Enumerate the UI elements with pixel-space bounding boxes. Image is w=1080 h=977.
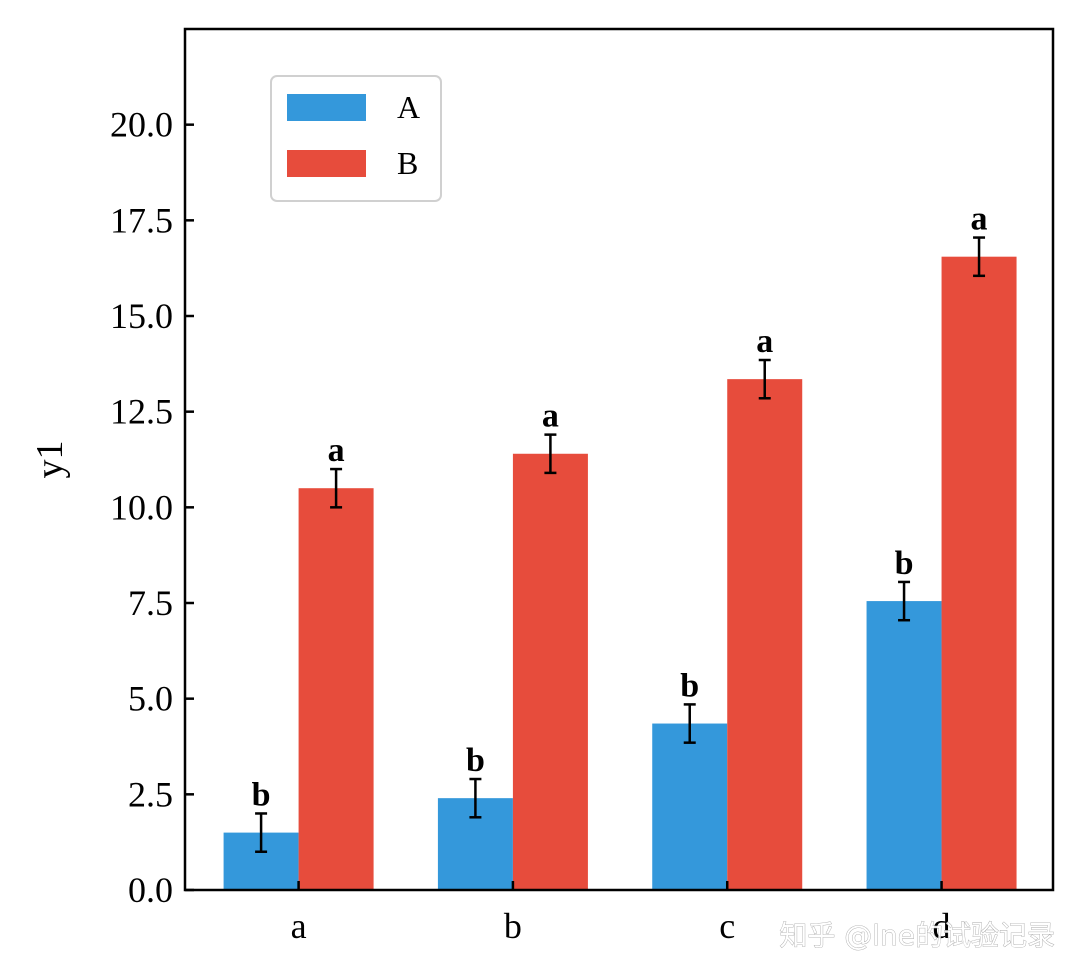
y-tick-label: 7.5 <box>128 583 173 623</box>
error-bar-B-c <box>758 358 771 400</box>
error-bar-B-a <box>330 467 343 509</box>
error-bar-B-d <box>973 236 986 278</box>
sig-letter-B-b: a <box>542 398 559 435</box>
sig-letter-B-c: a <box>756 323 773 360</box>
legend-label-B: B <box>397 145 418 181</box>
bar-B-b <box>512 453 588 890</box>
error-bar-A-c <box>683 703 696 744</box>
bar-B-c <box>727 379 803 890</box>
y-tick-label: 20.0 <box>110 105 173 145</box>
bar-B-a <box>298 488 374 890</box>
x-tick-label-c: c <box>719 906 735 946</box>
legend-swatch-A <box>287 94 366 121</box>
bar-A-c <box>652 723 728 890</box>
y-tick-label: 0.0 <box>128 870 173 910</box>
error-bars-layer <box>255 236 986 853</box>
bar-B-d <box>941 256 1017 891</box>
y-tick-label: 5.0 <box>128 679 173 719</box>
error-bar-A-d <box>898 580 911 622</box>
watermark: 知乎 @lne的试验记录 <box>779 919 1055 952</box>
x-axis-ticks: a b c d <box>291 881 951 946</box>
sig-letter-A-a: b <box>252 776 271 813</box>
y-tick-label: 15.0 <box>110 296 173 336</box>
sig-letter-A-d: b <box>895 545 914 582</box>
legend-label-A: A <box>397 89 420 125</box>
sig-letter-A-c: b <box>680 667 699 704</box>
sig-letter-A-b: b <box>466 742 485 779</box>
plot-frame <box>183 27 1055 892</box>
error-bar-A-b <box>469 777 482 819</box>
y-axis-label: y1 <box>29 441 71 479</box>
y-tick-label: 10.0 <box>110 487 173 527</box>
bar-A-d <box>866 601 942 890</box>
legend-swatch-B <box>287 150 366 177</box>
x-tick-label-d: d <box>933 906 951 946</box>
sig-letter-B-d: a <box>971 201 988 238</box>
bars-layer <box>223 256 1017 891</box>
x-tick-label-a: a <box>291 906 307 946</box>
sig-letter-B-a: a <box>328 432 345 469</box>
x-tick-label-b: b <box>504 906 522 946</box>
significance-letters-layer: b a b a b a b a <box>252 201 988 814</box>
y-tick-label: 17.5 <box>110 200 173 240</box>
y-tick-label: 12.5 <box>110 392 173 432</box>
error-bar-B-b <box>544 433 557 475</box>
error-bar-A-a <box>255 812 268 853</box>
legend: AB <box>270 75 442 202</box>
y-tick-label: 2.5 <box>128 774 173 814</box>
y-axis-ticks: 0.0 2.5 5.0 7.5 10.0 12.5 15.0 17.5 20.0 <box>110 105 194 910</box>
